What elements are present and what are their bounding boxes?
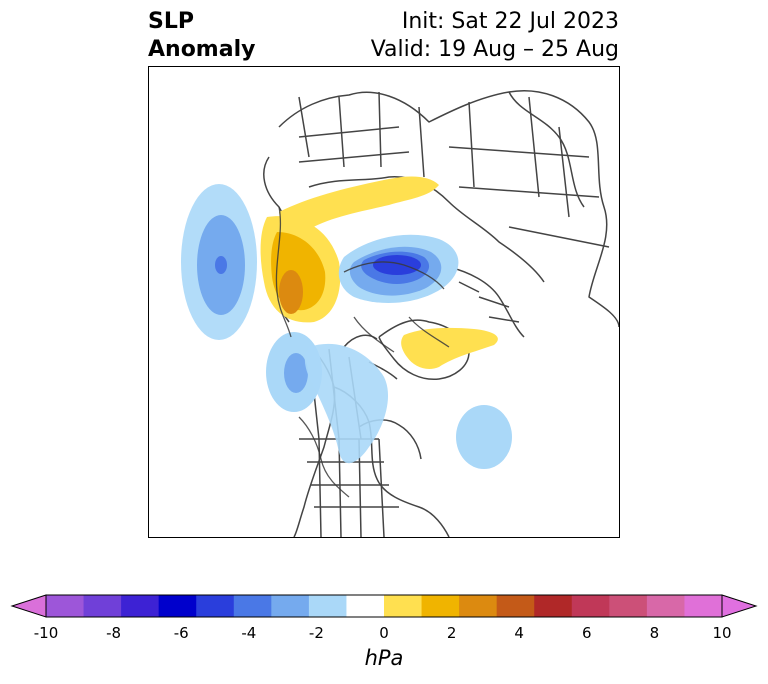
colorbar-segment bbox=[384, 595, 423, 617]
colorbar-tick-label: -2 bbox=[308, 624, 324, 642]
colorbar bbox=[10, 594, 758, 618]
colorbar-segment bbox=[196, 595, 235, 617]
colorbar-segment bbox=[271, 595, 310, 617]
colorbar-segment bbox=[233, 595, 272, 617]
init-date: Init: Sat 22 Jul 2023 bbox=[401, 9, 619, 34]
colorbar-outline bbox=[45, 594, 723, 618]
colorbar-tick-label: -10 bbox=[33, 624, 59, 642]
colorbar-tick-label: 2 bbox=[446, 624, 457, 642]
colorbar-segment bbox=[459, 595, 498, 617]
title-type: Anomaly bbox=[148, 37, 256, 62]
colorbar-segment bbox=[346, 595, 385, 617]
pacific-low-core bbox=[215, 256, 227, 274]
colorbar-tick-label: 0 bbox=[379, 624, 389, 642]
colorbar-unit: hPa bbox=[364, 646, 404, 670]
colorbar-tick-label: -6 bbox=[173, 624, 189, 642]
colorbar-segment bbox=[421, 595, 460, 617]
slp-anomaly-map bbox=[181, 90, 619, 537]
atlantic-low bbox=[456, 405, 512, 469]
colorbar-extend-high bbox=[721, 594, 758, 618]
siberia-high-arc bbox=[279, 176, 439, 236]
colorbar-tick-label: -4 bbox=[241, 624, 257, 642]
colorbar-segment bbox=[46, 595, 85, 617]
colorbar-segment bbox=[308, 595, 347, 617]
colorbar-segment bbox=[571, 595, 610, 617]
polar-map bbox=[148, 66, 620, 538]
yakutia-high-core bbox=[279, 270, 303, 314]
colorbar-tick-label: 8 bbox=[649, 624, 660, 642]
greenland-high bbox=[401, 327, 498, 369]
colorbar-tick-label: 10 bbox=[712, 624, 732, 642]
colorbar-segment bbox=[496, 595, 535, 617]
map-title: SLP Anomaly bbox=[148, 8, 255, 64]
laptev-low-core bbox=[373, 255, 421, 275]
colorbar-segment bbox=[83, 595, 122, 617]
colorbar-extend-low bbox=[10, 594, 47, 618]
colorbar-segment bbox=[609, 595, 648, 617]
anomaly-contours bbox=[181, 176, 512, 469]
colorbar-segment bbox=[534, 595, 573, 617]
forecast-dates: Init: Sat 22 Jul 2023 Valid: 19 Aug – 25… bbox=[371, 8, 619, 64]
colorbar-segment bbox=[158, 595, 197, 617]
nepac-low-core bbox=[284, 353, 308, 393]
valid-range: Valid: 19 Aug – 25 Aug bbox=[370, 37, 619, 62]
canada-low bbox=[304, 343, 389, 464]
colorbar-segment bbox=[121, 595, 160, 617]
colorbar-ticks: -10 -8 -6 -4 -2 0 2 4 6 8 10 bbox=[0, 624, 768, 644]
colorbar-tick-label: 4 bbox=[514, 624, 524, 642]
colorbar-segment bbox=[684, 595, 723, 617]
colorbar-tick-label: -8 bbox=[106, 624, 122, 642]
colorbar-segment bbox=[646, 595, 685, 617]
title-variable: SLP bbox=[148, 9, 194, 34]
coastline-overlay bbox=[275, 206, 450, 498]
colorbar-tick-label: 6 bbox=[582, 624, 592, 642]
